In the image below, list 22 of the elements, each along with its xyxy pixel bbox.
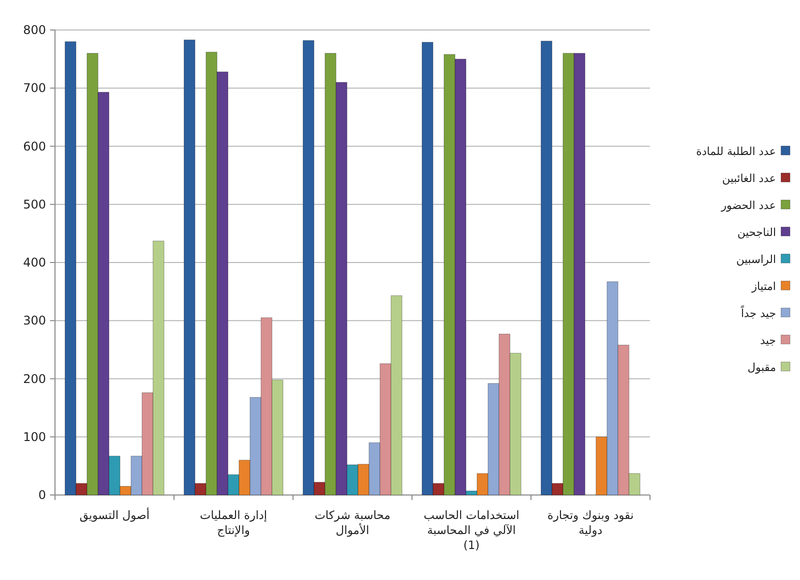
legend-label: جيد (760, 334, 776, 347)
y-tick-label: 600 (23, 139, 46, 154)
legend-label: الناجحين (737, 226, 776, 239)
y-tick-label: 200 (23, 372, 46, 386)
y-tick-label: 700 (23, 81, 46, 96)
legend-label: مقبول (748, 361, 776, 374)
legend-label: الراسبين (736, 253, 776, 266)
legend-label: امتياز (750, 280, 776, 293)
legend-label: عدد الحضور (720, 199, 776, 212)
x-tick-label: أصول التسويق (79, 507, 150, 522)
y-tick-label: 800 (23, 23, 46, 37)
y-tick-label: 300 (23, 314, 46, 328)
x-tick-label: نقود وبنوك وتجارة دولية (547, 508, 634, 537)
legend-label: جيد جداً (740, 304, 776, 320)
legend-label: عدد الطلبة للمادة (696, 145, 776, 158)
legend-label: عدد الغائبين (722, 172, 776, 185)
y-tick-label: 0 (38, 488, 46, 502)
y-tick-label: 400 (23, 256, 46, 270)
x-tick-label: إدارة العمليات والإنتاج (200, 508, 268, 537)
y-tick-label: 100 (23, 430, 46, 444)
x-tick-label: محاسبة شركات الأموال (314, 508, 390, 537)
y-tick-label: 500 (23, 197, 46, 212)
